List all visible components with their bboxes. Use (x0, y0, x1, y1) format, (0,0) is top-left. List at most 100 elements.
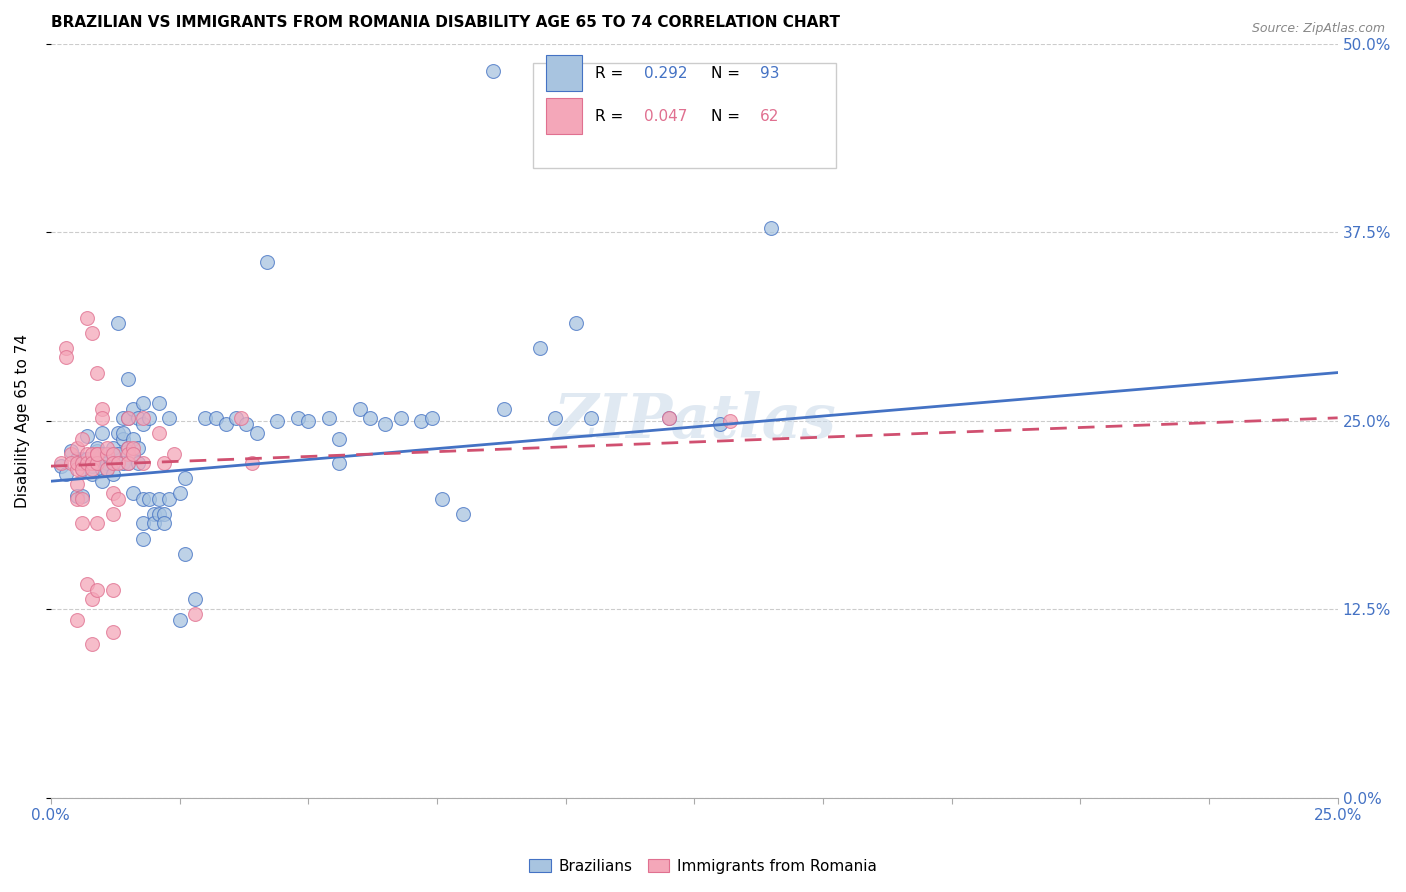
Text: Source: ZipAtlas.com: Source: ZipAtlas.com (1251, 22, 1385, 36)
Point (49, 459, 72, 474)
Point (107, 316, 129, 330)
Point (76, 447, 98, 461)
Point (132, 417, 155, 431)
Point (565, 316, 588, 330)
Point (101, 582, 124, 597)
Legend: Brazilians, Immigrants from Romania: Brazilians, Immigrants from Romania (523, 853, 883, 880)
Point (246, 425, 269, 440)
Point (96, 462, 118, 476)
Point (96, 462, 118, 476)
Point (184, 591, 207, 606)
Point (148, 425, 170, 440)
Point (91, 474, 114, 488)
Point (297, 414, 319, 428)
Point (153, 456, 176, 470)
Point (173, 471, 195, 485)
Point (60, 444, 83, 458)
Point (256, 255, 278, 269)
Point (91, 425, 114, 440)
Point (86, 447, 108, 461)
Point (169, 486, 191, 500)
Point (107, 492, 129, 507)
Point (709, 417, 731, 431)
Point (122, 447, 145, 461)
Point (127, 410, 149, 425)
Point (657, 410, 679, 425)
Point (80, 459, 103, 474)
Point (111, 410, 134, 425)
Point (122, 401, 145, 416)
Point (101, 508, 124, 522)
Point (91, 401, 114, 416)
Point (101, 447, 124, 461)
Point (76, 429, 98, 443)
Point (65, 492, 87, 507)
Point (718, 414, 741, 428)
Point (80, 462, 103, 476)
Point (91, 410, 114, 425)
Point (117, 441, 139, 455)
Point (117, 410, 139, 425)
Text: R =: R = (595, 109, 628, 124)
Point (70, 432, 93, 446)
Text: 0.047: 0.047 (644, 109, 688, 124)
Point (169, 613, 191, 627)
Point (117, 410, 139, 425)
Point (157, 492, 180, 507)
Point (122, 441, 145, 455)
FancyBboxPatch shape (547, 55, 582, 91)
Point (76, 577, 98, 591)
Point (65, 441, 87, 455)
Point (153, 516, 176, 531)
Point (411, 414, 433, 428)
Text: 0.292: 0.292 (644, 66, 688, 80)
Point (101, 456, 124, 470)
Point (65, 489, 87, 503)
Point (76, 451, 98, 466)
Point (65, 451, 87, 466)
Point (451, 508, 474, 522)
Point (55, 351, 77, 365)
Point (184, 607, 207, 621)
Point (70, 451, 93, 466)
Point (127, 441, 149, 455)
Point (70, 516, 93, 531)
Point (117, 456, 139, 470)
Point (111, 456, 134, 470)
Point (132, 410, 155, 425)
Point (101, 467, 124, 481)
Point (86, 516, 108, 531)
Point (107, 447, 129, 461)
Point (173, 547, 195, 561)
Point (86, 441, 108, 455)
Y-axis label: Disability Age 65 to 74: Disability Age 65 to 74 (15, 334, 30, 508)
Point (101, 625, 124, 640)
Point (138, 410, 160, 425)
Point (482, 63, 505, 78)
Point (70, 462, 93, 476)
Point (204, 410, 226, 425)
Point (122, 432, 145, 446)
Point (349, 401, 371, 416)
Point (148, 492, 170, 507)
Point (529, 342, 551, 356)
Text: ZIPatlas: ZIPatlas (553, 391, 835, 450)
Point (86, 444, 108, 458)
Text: N =: N = (711, 109, 745, 124)
Point (430, 492, 453, 507)
Point (153, 508, 176, 522)
Point (55, 467, 77, 481)
Point (127, 456, 149, 470)
Text: R =: R = (595, 66, 628, 80)
Text: 62: 62 (759, 109, 779, 124)
Point (96, 447, 118, 461)
Point (91, 447, 114, 461)
Point (328, 432, 350, 446)
Point (157, 410, 180, 425)
Point (132, 516, 155, 531)
Point (70, 489, 93, 503)
Point (657, 410, 679, 425)
Text: BRAZILIAN VS IMMIGRANTS FROM ROMANIA DISABILITY AGE 65 TO 74 CORRELATION CHART: BRAZILIAN VS IMMIGRANTS FROM ROMANIA DIS… (51, 15, 839, 30)
Point (86, 366, 108, 380)
Point (70, 462, 93, 476)
